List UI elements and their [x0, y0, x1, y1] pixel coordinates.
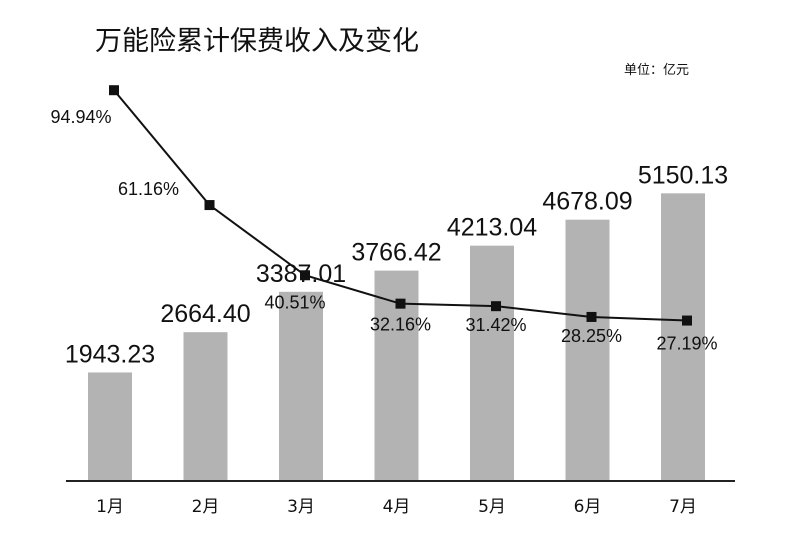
line-marker: [491, 301, 501, 312]
line-marker: [395, 298, 406, 309]
line-value-label: 27.19%: [656, 334, 717, 354]
bar-3: [279, 291, 323, 481]
bar-2: [183, 332, 228, 481]
line-value-label: 28.25%: [561, 326, 622, 346]
bar-7: [661, 193, 705, 482]
line-marker: [586, 311, 597, 322]
line-marker: [300, 270, 310, 281]
bar-value-label: 4678.09: [542, 188, 632, 216]
line-value-label: 61.16%: [118, 179, 179, 199]
x-tick-label: 1月: [96, 497, 124, 517]
bar-5: [470, 245, 514, 481]
x-tick-label: 4月: [383, 497, 411, 517]
bar-6: [565, 219, 610, 481]
bar-value-label: 4213.04: [447, 214, 537, 242]
x-tick-label: 5月: [478, 497, 506, 517]
line-value-label: 31.42%: [465, 315, 526, 335]
line-value-label: 40.51%: [264, 292, 325, 312]
x-tick-label: 2月: [192, 497, 220, 517]
line-marker: [109, 85, 119, 96]
x-tick-label: 3月: [287, 497, 315, 517]
bar-1: [88, 372, 132, 481]
bar-value-label: 1943.23: [65, 340, 155, 368]
x-tick-label: 6月: [574, 497, 602, 517]
bar-value-label: 2664.40: [160, 300, 250, 328]
bar-value-label: 3766.42: [351, 239, 441, 267]
bar-value-label: 5150.13: [638, 161, 728, 189]
line-value-label: 94.94%: [50, 107, 111, 127]
line-marker: [204, 200, 215, 211]
line-value-label: 32.16%: [370, 315, 431, 335]
x-tick-labels: 1月 2月 3月 4月 5月 6月 7月: [96, 497, 697, 517]
line-series-group: 94.94% 61.16% 40.51% 32.16% 31.42% 28.25% 27.1…: [50, 85, 718, 354]
unit-label: 单位：亿元: [624, 63, 689, 78]
bars-group: 1943.232664.403387.013766.424213.044678.…: [65, 161, 728, 482]
x-tick-label: 7月: [669, 497, 697, 517]
chart-title: 万能险累计保费收入及变化: [95, 26, 419, 57]
line-marker: [682, 315, 692, 326]
